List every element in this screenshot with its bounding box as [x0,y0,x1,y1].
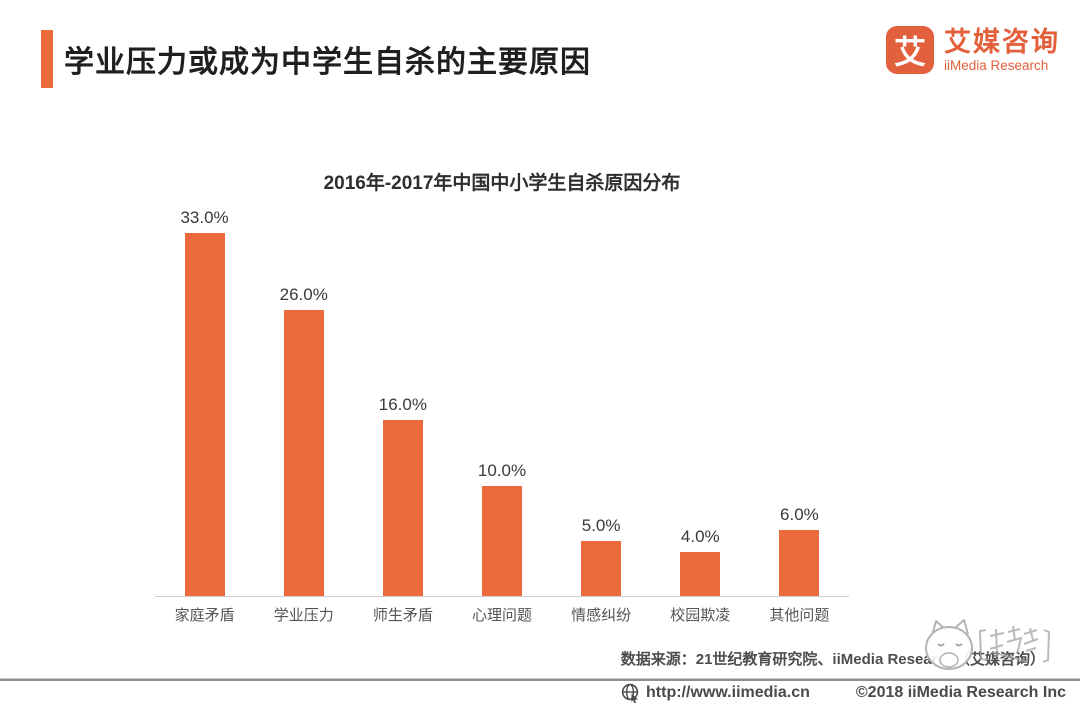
chart-title: 2016年-2017年中国中小学生自杀原因分布 [323,173,681,194]
bar [382,420,423,596]
bar-value-label: 26.0% [279,285,328,304]
footer-divider [0,678,1080,681]
bar-value-label: 16.0% [378,395,427,414]
bar-column: 5.0% [552,516,651,596]
bar-value-label: 6.0% [780,505,819,524]
bar-category-label: 家庭矛盾 [174,607,235,624]
bar-category-label: 师生矛盾 [372,607,433,624]
page-title: 学业压力或成为中学生自杀的主要原因 [64,46,591,79]
bar [581,541,622,596]
cat-face-icon [925,619,1051,670]
bar-category-label: 校园欺凌 [670,607,731,624]
bar-column: 6.0% [750,505,849,596]
bar [779,530,820,596]
watermark-sticker [918,616,1051,674]
iimedia-logo-icon: 艾 [886,26,934,74]
bar-column: 16.0% [353,395,452,596]
brand-logo: 艾 艾媒咨询 iiMedia Research [886,26,1060,74]
globe-icon [621,683,639,703]
bar-value-label: 5.0% [581,516,621,535]
logo-name-cn: 艾媒咨询 [944,26,1060,57]
bar [184,233,225,596]
bar-column: 33.0% [155,208,254,596]
bar-category-label: 学业压力 [273,607,334,624]
title-accent-bar [41,30,53,88]
bar-chart: 33.0% 26.0% 16.0% 10.0% 5.0% 4.0% 6.0% [155,205,849,597]
bar [680,552,721,596]
bar-value-label: 10.0% [477,461,527,480]
website-link[interactable]: http://www.iimedia.cn [621,683,810,703]
bar-column: 10.0% [452,461,551,596]
website-url[interactable]: http://www.iimedia.cn [646,684,810,701]
bar-category-label: 情感纠纷 [571,607,632,624]
bar-category-label: 心理问题 [471,607,532,624]
logo-text: 艾媒咨询 iiMedia Research [944,27,1060,74]
bar [283,310,324,596]
logo-name-en: iiMedia Research [944,57,1049,73]
bar-value-label: 33.0% [180,208,229,227]
bar-category-labels: 家庭矛盾 学业压力 师生矛盾 心理问题 情感纠纷 校园欺凌 其他问题 [155,604,849,625]
bar [481,486,522,596]
bar-value-label: 4.0% [680,527,720,546]
bar-column: 26.0% [254,285,353,596]
bar-category-label: 其他问题 [769,607,830,624]
bar-column: 4.0% [651,527,750,596]
copyright-text: ©2018 iiMedia Research Inc [855,684,1066,701]
footer: http://www.iimedia.cn ©2018 iiMedia Rese… [0,683,1066,703]
